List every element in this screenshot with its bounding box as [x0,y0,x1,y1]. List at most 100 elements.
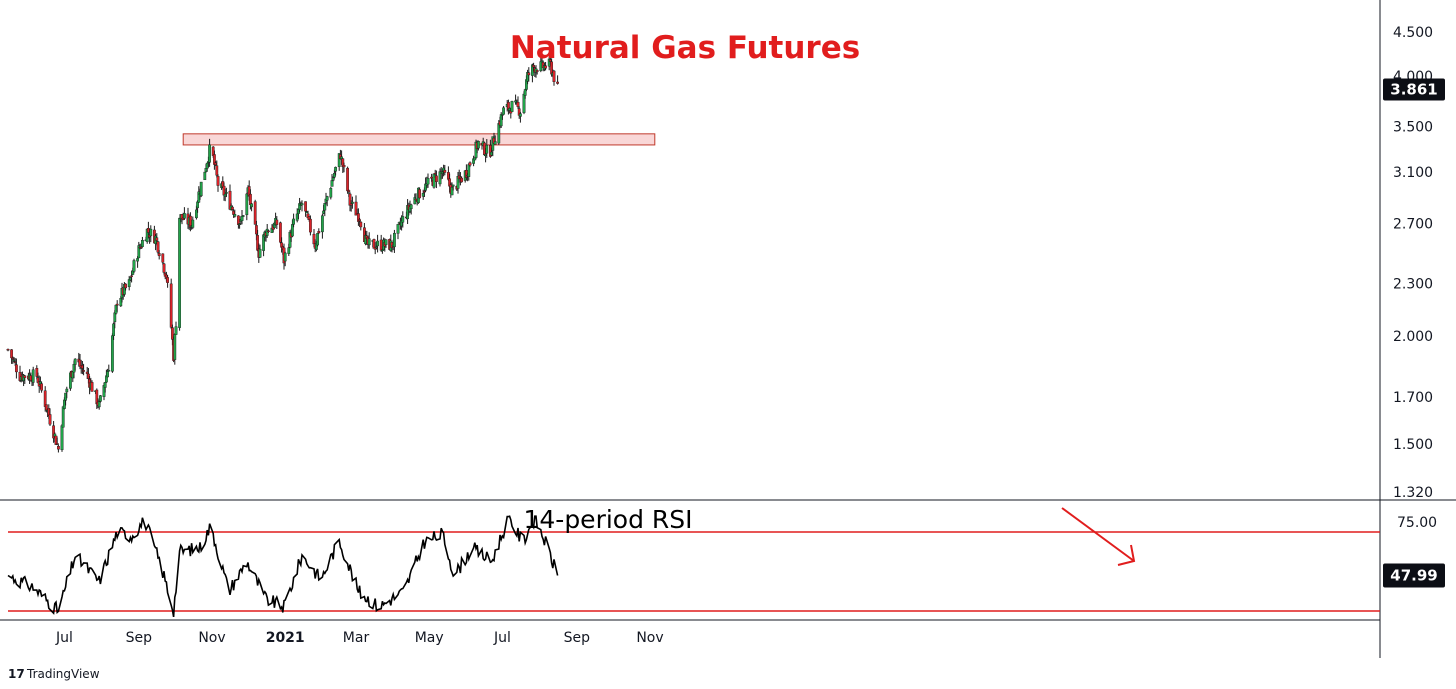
candle [103,382,107,388]
rsi-trend-arrow [1061,507,1136,566]
candle [115,303,119,306]
rsi-label: 14-period RSI [523,505,692,534]
candle [245,193,249,216]
candle [98,395,102,402]
candle [97,401,101,408]
candle [65,388,69,393]
candle [351,201,354,204]
tradingview-logo: 17 TradingView [8,667,100,681]
price-tick-label: 1.700 [1393,390,1433,406]
candle [31,369,35,383]
candle [182,213,186,219]
price-tick-label: 1.320 [1393,485,1433,501]
candle [502,107,505,115]
candle [107,370,111,372]
candle [156,241,160,253]
candle [216,176,220,186]
candle [112,323,116,336]
candle [396,224,400,234]
candle [130,275,133,277]
candle [230,206,234,210]
candle [426,178,430,185]
candle [267,230,270,233]
candle [418,189,421,199]
candle [357,213,360,222]
candle [298,203,301,210]
last-price-tag: 3.861 [1383,78,1445,101]
candle [106,371,110,378]
candle [23,375,27,378]
time-tick-label: Jul [55,630,73,646]
chart-frame [0,0,1456,658]
rsi-last-value: 47.99 [1390,566,1437,584]
candle [535,70,539,72]
candles [6,55,560,453]
candle [215,165,219,176]
candle [40,383,44,391]
candle [460,177,463,183]
candle [166,277,169,283]
last-price-value: 3.861 [1390,80,1437,98]
time-tick-label: Mar [343,630,370,646]
candle [329,188,333,198]
candle [292,218,295,225]
candle [73,358,77,365]
candle [82,370,86,372]
candle [258,248,262,258]
candle [55,443,59,445]
resistance-zone [182,133,656,146]
candle [45,404,48,411]
candle [48,414,52,425]
candle [309,218,312,233]
candle [435,175,438,182]
candle [316,233,319,246]
candle [532,65,536,68]
time-tick-label: Sep [564,630,591,646]
candle [52,425,56,439]
candle [401,216,405,223]
rsi-levels [8,531,1380,612]
candle [337,153,341,167]
chart-title: Natural Gas Futures [510,30,860,66]
candle [450,186,454,196]
candle [544,65,548,69]
rsi-tick-label: 75.00 [1397,515,1437,531]
price-tick-label: 2.300 [1393,277,1433,293]
candle [376,240,379,247]
candle [330,180,334,187]
candle [194,209,198,219]
candle [254,225,258,235]
candle [347,190,351,193]
candle [354,201,358,216]
candle [124,283,128,289]
price-tick-label: 2.000 [1393,329,1433,345]
candle [275,219,279,225]
candle [250,203,253,208]
time-tick-label: Nov [198,630,225,646]
candle [331,177,335,181]
time-axis: Jul Sep Nov 2021 Mar May Jul Sep Nov [55,630,664,646]
candle [233,214,237,217]
candle [10,349,13,359]
candle [191,219,195,228]
candle [110,335,114,372]
time-tick-label: Jul [493,630,511,646]
candle [430,176,433,179]
candle [253,201,257,225]
price-tick-label: 3.500 [1393,119,1433,135]
candle [174,326,178,335]
candle [203,171,207,181]
price-tick-label: 2.700 [1393,217,1433,233]
candle [477,141,480,149]
candle [527,72,531,76]
candle [57,446,60,450]
candle [139,247,143,249]
candle [346,167,349,192]
time-tick-label: Nov [636,630,663,646]
candle [178,217,181,328]
candle [485,144,489,154]
rsi-value-tag: 47.99 [1383,563,1445,588]
candle [90,382,94,392]
tradingview-logo-icon: 17 [8,667,25,681]
